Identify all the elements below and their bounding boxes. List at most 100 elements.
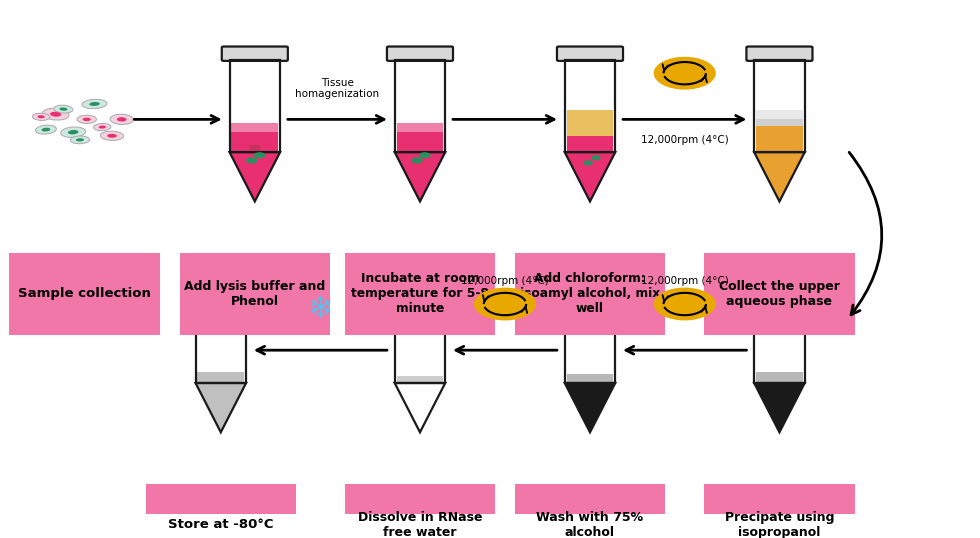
Circle shape (254, 152, 266, 158)
Bar (395, 60, 445, 152)
Circle shape (595, 140, 605, 145)
Ellipse shape (100, 131, 123, 140)
Ellipse shape (60, 108, 68, 111)
FancyBboxPatch shape (188, 278, 254, 292)
FancyBboxPatch shape (145, 484, 296, 538)
FancyBboxPatch shape (705, 484, 855, 538)
Bar (395, 60, 445, 152)
Bar (564, 60, 615, 152)
Ellipse shape (42, 108, 69, 120)
Text: Wash with 75%
alcohol: Wash with 75% alcohol (536, 511, 644, 538)
Circle shape (412, 157, 423, 164)
Bar (757, 372, 803, 383)
Bar (231, 123, 278, 132)
Polygon shape (564, 383, 615, 432)
Bar (755, 291, 805, 383)
Bar (395, 291, 445, 383)
Polygon shape (755, 383, 805, 432)
Bar (231, 132, 278, 152)
Bar (566, 110, 613, 136)
Ellipse shape (82, 118, 91, 121)
Ellipse shape (117, 117, 126, 122)
Polygon shape (755, 152, 805, 201)
Bar (229, 60, 280, 152)
FancyBboxPatch shape (387, 46, 453, 61)
Circle shape (249, 145, 261, 151)
Ellipse shape (110, 114, 133, 124)
FancyBboxPatch shape (345, 484, 495, 538)
Ellipse shape (75, 138, 84, 141)
Ellipse shape (35, 125, 57, 134)
Bar (564, 291, 615, 383)
Circle shape (654, 57, 715, 90)
Text: Tissue
homagenization: Tissue homagenization (295, 78, 379, 100)
Polygon shape (229, 152, 280, 201)
Bar (229, 60, 280, 152)
Polygon shape (564, 152, 615, 201)
Text: Sample collection: Sample collection (19, 287, 151, 300)
Text: 12,000rpm (4°C): 12,000rpm (4°C) (641, 276, 728, 286)
Bar (196, 291, 246, 383)
Circle shape (474, 288, 536, 321)
Text: Collect the upper
aqueous phase: Collect the upper aqueous phase (719, 280, 840, 308)
Bar (755, 60, 805, 152)
Circle shape (583, 160, 593, 166)
Ellipse shape (32, 113, 50, 121)
Ellipse shape (77, 115, 96, 123)
Circle shape (246, 157, 258, 164)
Ellipse shape (68, 130, 78, 134)
Polygon shape (196, 383, 246, 432)
Ellipse shape (54, 105, 73, 113)
Ellipse shape (89, 102, 100, 106)
Bar (566, 136, 613, 152)
FancyBboxPatch shape (705, 253, 855, 335)
Ellipse shape (71, 136, 89, 144)
Text: Dissolve in RNase
free water: Dissolve in RNase free water (358, 511, 482, 538)
Text: 12,000rpm (4°C): 12,000rpm (4°C) (462, 276, 549, 286)
Text: Incubate at room
temperature for 5-8
minute: Incubate at room temperature for 5-8 min… (351, 272, 489, 315)
Text: 12,000rpm (4°C): 12,000rpm (4°C) (641, 135, 728, 145)
FancyBboxPatch shape (514, 253, 665, 335)
FancyBboxPatch shape (747, 46, 812, 61)
Circle shape (425, 137, 437, 143)
Bar (397, 376, 443, 383)
FancyBboxPatch shape (557, 46, 623, 61)
Text: ❄: ❄ (308, 295, 333, 324)
FancyBboxPatch shape (747, 278, 812, 292)
FancyBboxPatch shape (10, 253, 160, 335)
Bar (757, 110, 803, 119)
Circle shape (591, 155, 601, 160)
Bar (564, 291, 615, 383)
FancyBboxPatch shape (345, 253, 495, 335)
Ellipse shape (37, 115, 45, 118)
Ellipse shape (99, 125, 106, 129)
Text: Store at -80°C: Store at -80°C (168, 518, 273, 531)
Text: Add chloroform:
isoamyl alcohol, mix
well: Add chloroform: isoamyl alcohol, mix wel… (520, 272, 661, 315)
Circle shape (241, 142, 253, 148)
FancyArrowPatch shape (850, 152, 882, 315)
Ellipse shape (41, 128, 50, 131)
Ellipse shape (50, 112, 61, 117)
FancyBboxPatch shape (514, 484, 665, 538)
Bar (196, 291, 246, 383)
Text: Precipate using
isopropanol: Precipate using isopropanol (724, 511, 834, 538)
FancyBboxPatch shape (221, 46, 288, 61)
Bar (757, 119, 803, 126)
Circle shape (654, 288, 715, 321)
Circle shape (261, 137, 272, 143)
FancyBboxPatch shape (179, 253, 330, 335)
Circle shape (419, 152, 430, 158)
Bar (757, 126, 803, 152)
Text: Add lysis buffer and
Phenol: Add lysis buffer and Phenol (184, 280, 325, 308)
Bar (755, 60, 805, 152)
Bar (566, 374, 613, 383)
Polygon shape (395, 383, 445, 432)
FancyBboxPatch shape (387, 278, 453, 292)
Ellipse shape (82, 100, 107, 109)
Circle shape (578, 145, 588, 150)
Ellipse shape (61, 127, 85, 137)
FancyBboxPatch shape (557, 278, 623, 292)
Ellipse shape (93, 123, 111, 131)
Bar (395, 291, 445, 383)
Bar (397, 132, 443, 152)
